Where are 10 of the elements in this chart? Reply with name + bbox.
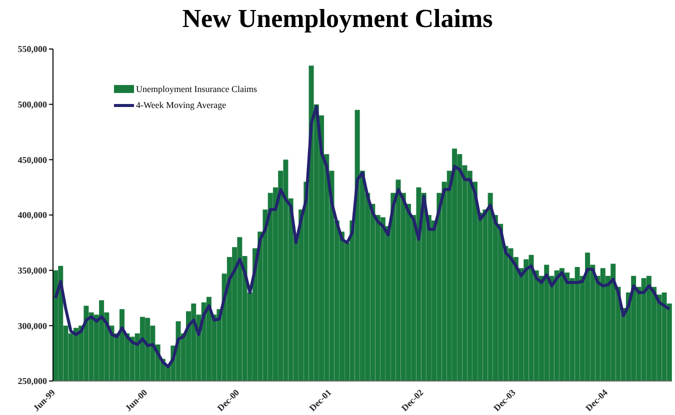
y-tick-label: 550,000	[18, 44, 48, 54]
y-tick-label: 300,000	[18, 320, 48, 331]
chart-title: New Unemployment Claims	[181, 4, 494, 34]
y-tick-label: 500,000	[18, 100, 48, 110]
y-tick-label: 250,000	[18, 376, 48, 386]
y-tick-label: 350,000	[18, 266, 48, 276]
y-tick-label: 400,000	[18, 210, 48, 220]
y-tick-label: 450,000	[18, 154, 48, 165]
legend-label: Unemployment Insurance Claims	[136, 84, 257, 94]
legend-label: 4-Week Moving Average	[136, 100, 226, 110]
